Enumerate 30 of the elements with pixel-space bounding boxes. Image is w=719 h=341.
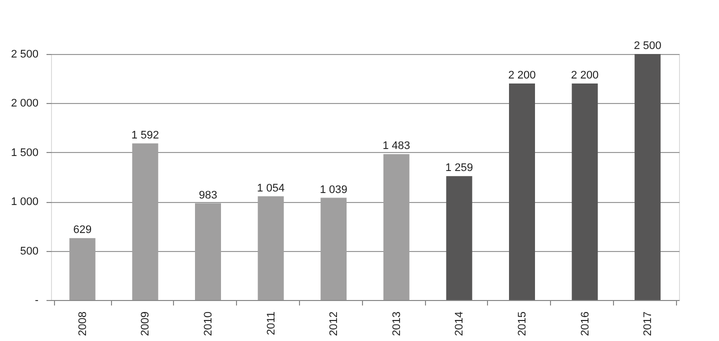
data-label: 2 500: [634, 40, 662, 52]
x-tick-label: 2013: [390, 312, 403, 336]
bar: [509, 84, 535, 300]
data-label: 1 592: [131, 129, 159, 142]
x-tick-label: 2008: [76, 312, 89, 336]
data-label: 983: [198, 189, 218, 202]
y-tick-label: 1 000: [10, 196, 38, 208]
y-tick-label: 2 500: [10, 48, 38, 60]
y-tick-label: 500: [20, 245, 38, 258]
x-tick-label: 2017: [642, 312, 654, 336]
x-tick-label: 2012: [328, 312, 340, 336]
x-tick-label: 2009: [140, 312, 152, 336]
x-tick-label: 2016: [579, 312, 592, 336]
bar: [572, 84, 598, 300]
data-label: 1 483: [382, 140, 410, 152]
data-label: 2 200: [571, 70, 599, 82]
data-label: 1 039: [320, 184, 348, 196]
bar: [446, 176, 472, 300]
data-label: 629: [73, 224, 92, 236]
x-tick-label: 2014: [454, 312, 466, 336]
data-label: 1 054: [257, 182, 285, 194]
data-label: 1 259: [445, 162, 473, 174]
y-tick-label: -: [34, 294, 39, 306]
y-tick-label: 1 500: [10, 146, 38, 159]
bar: [634, 54, 661, 300]
x-tick-label: 2015: [516, 312, 528, 336]
x-tick-label: 2010: [202, 312, 214, 336]
data-label: 2 200: [508, 70, 536, 82]
x-tick-label: 2011: [265, 312, 278, 336]
y-tick-label: 2 000: [10, 98, 38, 110]
